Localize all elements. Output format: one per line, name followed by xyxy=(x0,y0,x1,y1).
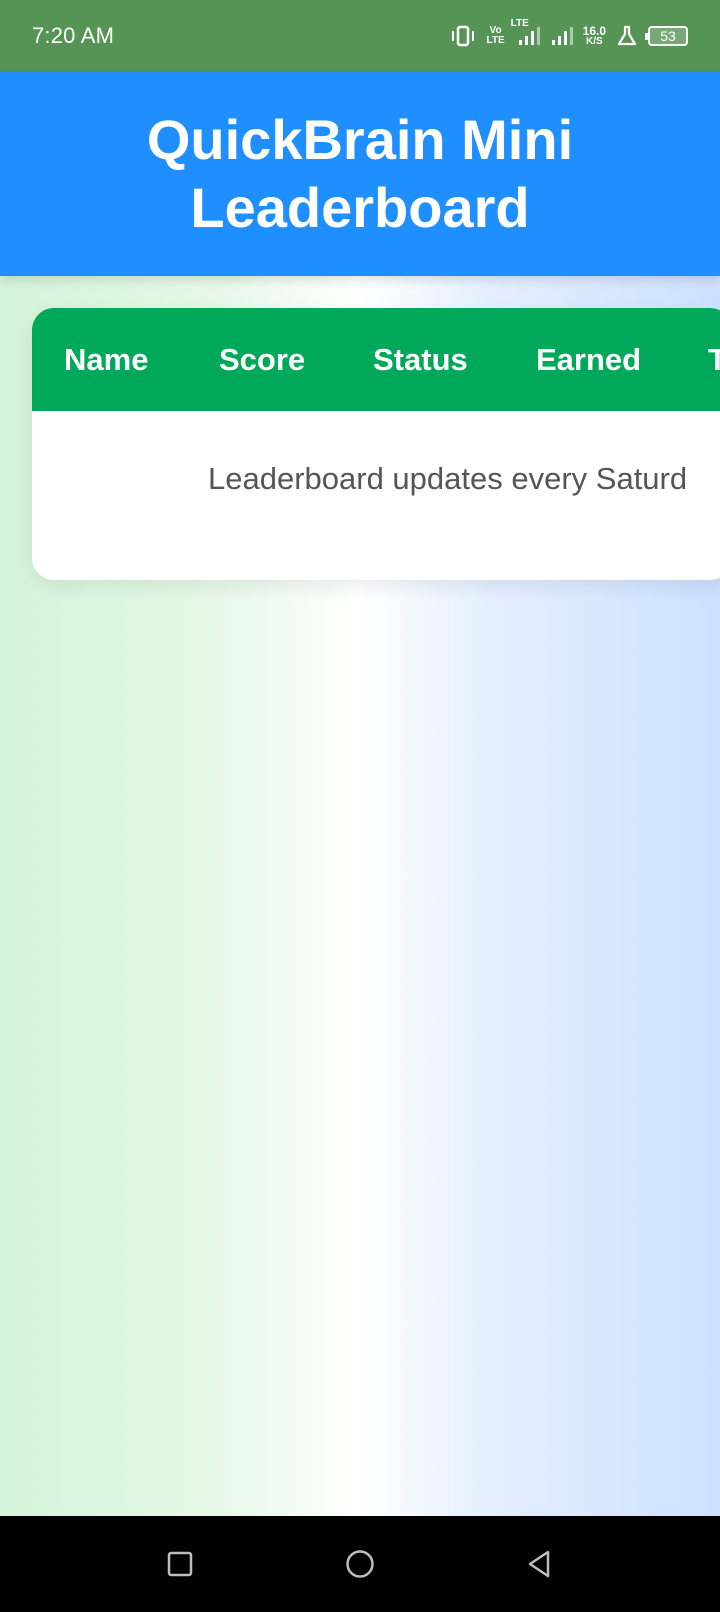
status-bar: 7:20 AM Vo LTE LTE xyxy=(0,0,720,72)
back-icon xyxy=(528,1550,550,1578)
column-header-truncated[interactable]: T xyxy=(708,342,720,377)
status-icons: Vo LTE LTE 16.0 K/S xyxy=(450,19,688,47)
leaderboard-table-header: Name Score Status Earned T xyxy=(32,308,720,411)
lte-signal-icon: LTE xyxy=(511,19,541,47)
volte-top-label: Vo xyxy=(489,25,502,36)
column-header-score[interactable]: Score xyxy=(219,342,306,377)
home-icon xyxy=(346,1550,374,1578)
navigation-bar xyxy=(0,1516,720,1612)
speed-value: 16.0 xyxy=(582,24,606,38)
battery-icon: 53 xyxy=(645,26,688,46)
volte-bottom-label: LTE xyxy=(486,35,505,46)
flask-icon xyxy=(616,25,638,47)
back-button[interactable] xyxy=(516,1540,564,1588)
speed-unit: K/S xyxy=(585,36,603,47)
leaderboard-card: Name Score Status Earned T Leaderboard u… xyxy=(32,308,720,580)
status-time: 7:20 AM xyxy=(32,23,115,48)
volte-icon: Vo LTE xyxy=(486,26,504,46)
network-speed-indicator: 16.0 K/S xyxy=(583,25,606,47)
lte-label: LTE xyxy=(510,18,529,29)
column-header-name[interactable]: Name xyxy=(64,342,149,377)
leaderboard-update-message: Leaderboard updates every Saturd xyxy=(208,461,688,496)
leaderboard-body: Leaderboard updates every Saturd xyxy=(32,411,720,580)
signal-icon xyxy=(551,25,573,47)
column-header-earned[interactable]: Earned xyxy=(536,342,642,377)
home-button[interactable] xyxy=(336,1540,384,1588)
battery-level: 53 xyxy=(660,28,676,44)
recent-apps-button[interactable] xyxy=(156,1540,204,1588)
page-title: QuickBrain Mini Leaderboard xyxy=(146,108,574,239)
recent-apps-icon xyxy=(167,1551,193,1577)
column-header-status[interactable]: Status xyxy=(373,342,468,377)
app-header: QuickBrain Mini Leaderboard xyxy=(0,72,720,276)
vibrate-icon xyxy=(450,25,476,47)
